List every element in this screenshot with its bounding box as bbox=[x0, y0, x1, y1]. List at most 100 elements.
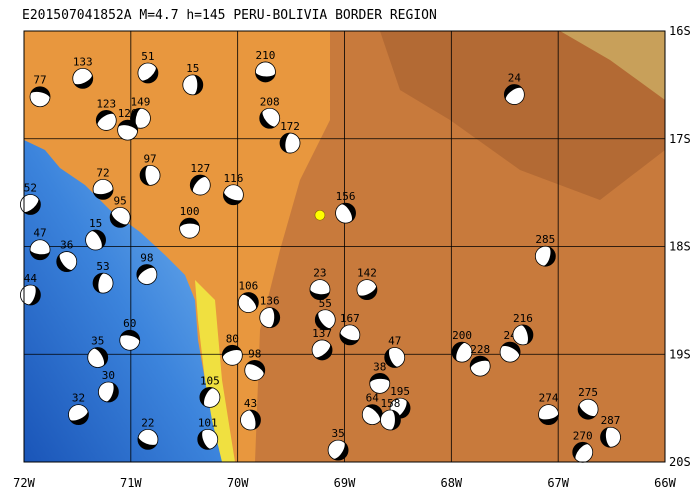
x-tick-label: 72W bbox=[13, 476, 35, 490]
depth-label: 100 bbox=[180, 205, 200, 218]
beachball-quadrant bbox=[179, 218, 200, 229]
beachball-quadrant bbox=[358, 285, 377, 300]
beachball-quadrant bbox=[309, 288, 330, 300]
beachball-quadrant bbox=[90, 230, 106, 249]
depth-label: 15 bbox=[89, 217, 102, 230]
ocean bbox=[24, 140, 222, 462]
depth-label: 72 bbox=[96, 166, 109, 179]
depth-label: 30 bbox=[102, 369, 115, 382]
depth-label: 24 bbox=[508, 72, 522, 85]
beachball-quadrant bbox=[314, 343, 333, 360]
beachball-quadrant bbox=[140, 165, 152, 186]
depth-label: 55 bbox=[319, 297, 332, 310]
beachball-quadrant bbox=[105, 382, 119, 402]
beachball-quadrant bbox=[340, 203, 356, 222]
beachball-quadrant bbox=[120, 330, 140, 343]
x-tick-label: 71W bbox=[120, 476, 142, 490]
depth-label: 64 bbox=[366, 392, 380, 405]
beachball-quadrant bbox=[332, 441, 349, 461]
beachball-quadrant bbox=[192, 74, 203, 95]
beachball-quadrant bbox=[69, 410, 89, 425]
beachball-quadrant bbox=[369, 373, 390, 384]
depth-label: 156 bbox=[336, 190, 356, 203]
beachball-quadrant bbox=[246, 360, 265, 376]
depth-label: 123 bbox=[96, 97, 116, 110]
y-tick-label: 18S bbox=[669, 240, 691, 254]
depth-label: 98 bbox=[140, 252, 153, 265]
depth-label: 270 bbox=[573, 429, 593, 442]
beachball-quadrant bbox=[578, 403, 597, 420]
depth-label: 142 bbox=[357, 267, 377, 280]
depth-label: 22 bbox=[141, 416, 154, 429]
depth-label: 195 bbox=[390, 385, 410, 398]
epicenter bbox=[314, 209, 326, 221]
depth-label: 126 bbox=[118, 107, 138, 120]
beachball-quadrant bbox=[30, 86, 51, 99]
peaks bbox=[560, 31, 665, 100]
x-tick-label: 69W bbox=[334, 476, 356, 490]
depth-label: 53 bbox=[96, 260, 109, 273]
beachball-quadrant bbox=[600, 427, 612, 448]
beachball-quadrant bbox=[223, 191, 243, 205]
depth-label: 80 bbox=[226, 332, 239, 345]
depth-label: 210 bbox=[256, 49, 276, 62]
depth-label: 136 bbox=[260, 295, 280, 308]
beachball-quadrant bbox=[501, 342, 521, 357]
beachball-quadrant bbox=[73, 74, 93, 89]
depth-label: 274 bbox=[539, 392, 559, 405]
depth-label: 158 bbox=[381, 397, 401, 410]
depth-label: 44 bbox=[24, 272, 38, 285]
depth-label: 149 bbox=[131, 95, 151, 108]
depth-label: 32 bbox=[72, 392, 85, 405]
depth-label: 208 bbox=[260, 95, 280, 108]
y-tick-label: 20S bbox=[669, 455, 691, 469]
beachball-quadrant bbox=[504, 84, 523, 101]
beachball-quadrant bbox=[542, 246, 556, 267]
beachball-quadrant bbox=[30, 248, 50, 260]
beachball-quadrant bbox=[93, 187, 114, 200]
beachball-quadrant bbox=[259, 110, 277, 129]
beachball-quadrant bbox=[199, 387, 215, 407]
beachball-quadrant bbox=[572, 442, 590, 460]
depth-label: 95 bbox=[114, 194, 127, 207]
depth-label: 35 bbox=[91, 334, 104, 347]
depth-label: 167 bbox=[340, 312, 360, 325]
beachball-quadrant bbox=[470, 356, 490, 370]
depth-label: 133 bbox=[73, 55, 93, 68]
x-tick-label: 66W bbox=[654, 476, 676, 490]
depth-label: 47 bbox=[388, 334, 401, 347]
depth-label: 60 bbox=[123, 317, 136, 330]
depth-label: 43 bbox=[244, 397, 257, 410]
frame bbox=[23, 30, 666, 463]
depth-label: 15 bbox=[186, 62, 199, 75]
depth-label: 137 bbox=[312, 327, 332, 340]
depth-label: 51 bbox=[141, 50, 154, 63]
beachball-quadrant bbox=[140, 66, 158, 84]
beachball-quadrant bbox=[390, 409, 401, 430]
depth-label: 127 bbox=[190, 162, 210, 175]
depth-label: 77 bbox=[33, 74, 46, 87]
depth-label: 200 bbox=[452, 329, 472, 342]
depth-label: 36 bbox=[60, 239, 73, 252]
beachball-quadrant bbox=[92, 347, 108, 367]
depth-label: 47 bbox=[33, 227, 46, 240]
depth-label: 106 bbox=[238, 280, 258, 293]
beachball-quadrant bbox=[520, 324, 533, 345]
beachball-quadrant bbox=[269, 307, 280, 328]
depth-label: 228 bbox=[470, 343, 490, 356]
depth-label: 101 bbox=[198, 416, 218, 429]
x-tick-label: 68W bbox=[440, 476, 462, 490]
x-tick-label: 70W bbox=[227, 476, 249, 490]
depth-label: 216 bbox=[513, 312, 533, 325]
beachball-quadrant bbox=[248, 409, 261, 430]
depth-label: 172 bbox=[280, 120, 300, 133]
depth-label: 97 bbox=[143, 152, 156, 165]
beachball-quadrant bbox=[315, 311, 332, 330]
beachball-quadrant bbox=[137, 435, 158, 450]
beachball-quadrant bbox=[56, 253, 73, 272]
depth-label: 116 bbox=[223, 172, 243, 185]
coastal-plain bbox=[195, 280, 235, 462]
beachball-quadrant bbox=[93, 273, 105, 294]
beachball-quadrant bbox=[190, 175, 207, 193]
depth-label: 275 bbox=[578, 386, 598, 399]
